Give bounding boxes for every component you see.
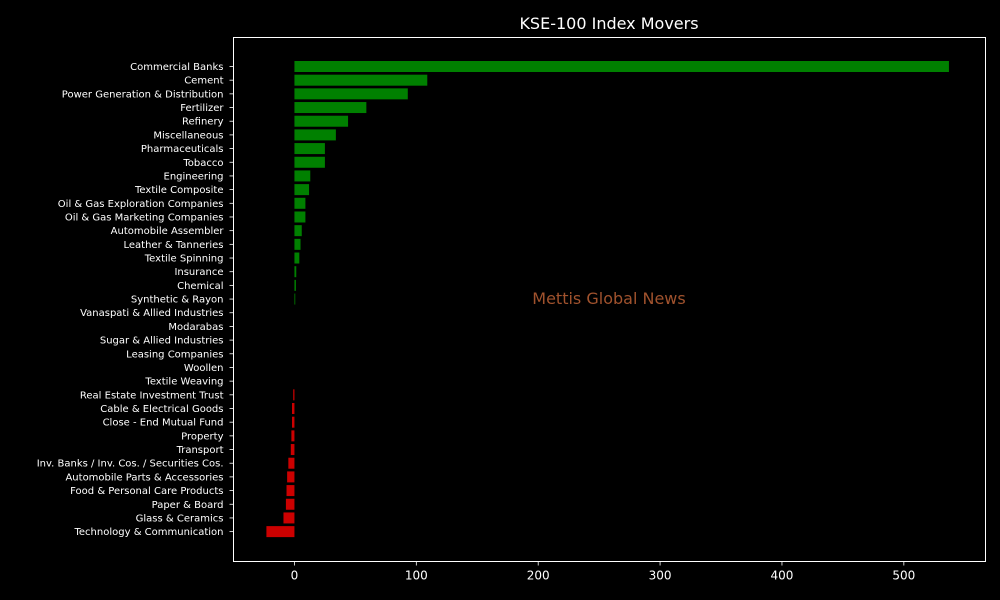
x-tick-label: 100 xyxy=(405,569,428,583)
bar xyxy=(294,115,349,127)
y-tick-label: Property xyxy=(181,431,223,442)
y-tick-label: Leather & Tanneries xyxy=(123,240,223,251)
bar xyxy=(294,143,325,155)
x-tick-label: 300 xyxy=(649,569,672,583)
y-tick-label: Leasing Companies xyxy=(126,349,223,360)
y-tick-label: Woollen xyxy=(184,363,224,374)
y-tick-label: Technology & Communication xyxy=(74,527,224,538)
bar xyxy=(294,74,428,86)
y-tick-label: Miscellaneous xyxy=(153,130,223,141)
bar xyxy=(294,197,306,209)
bar xyxy=(294,279,296,291)
bar xyxy=(294,238,301,250)
bar xyxy=(294,293,296,305)
y-tick-label: Inv. Banks / Inv. Cos. / Securities Cos. xyxy=(37,459,224,470)
bar xyxy=(287,471,295,483)
y-tick-label: Textile Weaving xyxy=(144,377,223,388)
bar xyxy=(286,485,295,497)
bars-layer xyxy=(266,61,949,538)
y-tick-label: Close - End Mutual Fund xyxy=(103,418,224,429)
bar xyxy=(294,266,297,278)
y-tick-label: Fertilizer xyxy=(180,103,224,114)
bar xyxy=(292,403,295,414)
watermark: Mettis Global News xyxy=(532,289,685,308)
y-tick-label: Textile Composite xyxy=(134,185,223,196)
y-tick-label: Automobile Parts & Accessories xyxy=(65,472,223,483)
bar xyxy=(294,225,302,237)
y-tick-label: Transport xyxy=(176,445,224,456)
y-tick-label: Paper & Board xyxy=(152,500,224,511)
y-tick-label: Oil & Gas Marketing Companies xyxy=(65,212,224,223)
bar xyxy=(294,88,408,100)
bar xyxy=(285,498,295,510)
x-tick-label: 200 xyxy=(527,569,550,583)
y-tick-label: Insurance xyxy=(174,267,223,278)
y-tick-label: Oil & Gas Exploration Companies xyxy=(58,199,224,210)
y-tick-label: Commercial Banks xyxy=(130,62,223,73)
y-tick-labels: Commercial Banks Cement Power Generation &… xyxy=(37,62,234,538)
bar xyxy=(266,526,295,538)
y-tick-label: Power Generation & Distribution xyxy=(62,89,224,100)
y-tick-label: Refinery xyxy=(182,117,224,128)
y-tick-label: Engineering xyxy=(164,171,224,182)
bar xyxy=(294,61,949,72)
bar xyxy=(294,184,310,196)
x-tick-label: 500 xyxy=(892,569,915,583)
y-tick-label: Pharmaceuticals xyxy=(141,144,224,155)
x-tick-labels: 0 100 200 300 400 500 xyxy=(291,561,915,583)
bar xyxy=(291,430,295,442)
bar xyxy=(283,512,295,524)
bar xyxy=(294,102,367,114)
y-tick-label: Synthetic & Rayon xyxy=(131,295,224,306)
y-tick-label: Automobile Assembler xyxy=(111,226,225,237)
y-tick-label: Chemical xyxy=(177,281,223,292)
bar xyxy=(294,156,325,168)
y-tick-label: Glass & Ceramics xyxy=(136,513,224,524)
x-tick-label: 400 xyxy=(771,569,794,583)
plot-frame xyxy=(233,37,986,562)
y-tick-label: Cable & Electrical Goods xyxy=(100,404,223,415)
bar xyxy=(293,389,295,401)
bar xyxy=(294,170,311,182)
y-tick-label: Sugar & Allied Industries xyxy=(100,336,224,347)
bar xyxy=(294,211,306,223)
y-tick-label: Textile Spinning xyxy=(144,254,224,265)
chart-title: KSE-100 Index Movers xyxy=(519,14,698,33)
y-tick-label: Modarabas xyxy=(168,322,223,333)
y-tick-label: Food & Personal Care Products xyxy=(70,486,223,497)
bar xyxy=(288,457,295,469)
y-tick-label: Real Estate Investment Trust xyxy=(80,390,224,401)
bar xyxy=(294,252,300,264)
x-tick-label: 0 xyxy=(291,569,299,583)
y-tick-label: Cement xyxy=(184,76,223,87)
y-tick-label: Vanaspati & Allied Industries xyxy=(80,308,223,319)
bar xyxy=(294,129,336,141)
bar xyxy=(292,416,295,428)
bar xyxy=(290,444,295,456)
y-tick-label: Tobacco xyxy=(182,158,223,169)
